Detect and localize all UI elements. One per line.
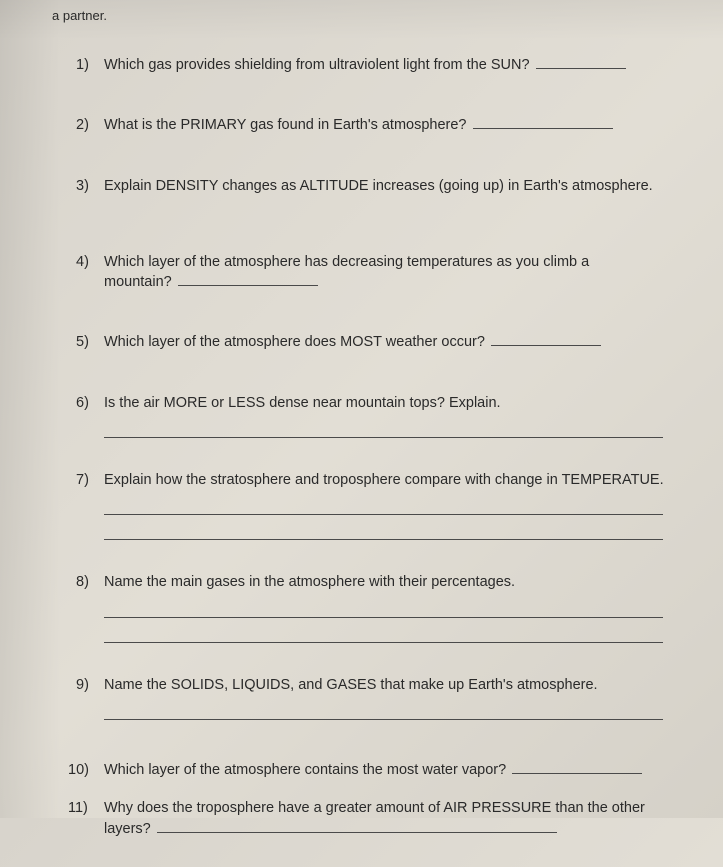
question-text: Which gas provides shielding from ultrav… [104,57,530,73]
question-number: 1) [76,55,89,75]
question-text: Explain how the stratosphere and troposp… [104,472,664,488]
answer-blank-line [104,521,663,540]
question-text: Which layer of the atmosphere has decrea… [104,254,589,290]
answer-blank [178,273,318,286]
question-number: 3) [76,176,89,196]
answer-blank-line [104,496,663,515]
question-3: 3) Explain DENSITY changes as ALTITUDE i… [48,176,683,196]
question-number: 5) [76,332,89,352]
question-text: Which layer of the atmosphere contains t… [104,762,506,778]
question-text: Why does the troposphere have a greater … [104,800,645,836]
question-6: 6) Is the air MORE or LESS dense near mo… [48,393,683,438]
answer-blank-line [104,701,663,720]
question-number: 10) [68,760,89,780]
question-4: 4) Which layer of the atmosphere has dec… [48,252,683,293]
question-5: 5) Which layer of the atmosphere does MO… [48,332,683,352]
question-8: 8) Name the main gases in the atmosphere… [48,572,683,642]
question-11: 11) Why does the troposphere have a grea… [48,798,683,839]
worksheet-page: a partner. 1) Which gas provides shieldi… [0,0,723,867]
question-number: 6) [76,393,89,413]
question-9: 9) Name the SOLIDS, LIQUIDS, and GASES t… [48,675,683,720]
answer-blank [491,333,601,346]
question-10: 10) Which layer of the atmosphere contai… [48,760,683,780]
question-text: Name the main gases in the atmosphere wi… [104,574,515,590]
question-number: 9) [76,675,89,695]
answer-blank [157,820,557,833]
question-number: 8) [76,572,89,592]
header-fragment: a partner. [52,8,683,23]
answer-blank [512,761,642,774]
question-number: 4) [76,252,89,272]
question-number: 2) [76,115,89,135]
question-text: Is the air MORE or LESS dense near mount… [104,395,501,411]
answer-blank-line [104,624,663,643]
answer-blank-line [104,599,663,618]
answer-blank-line [104,419,663,438]
answer-blank [536,56,626,69]
question-text: Name the SOLIDS, LIQUIDS, and GASES that… [104,677,598,693]
question-number: 7) [76,470,89,490]
answer-blank [473,116,613,129]
question-1: 1) Which gas provides shielding from ult… [48,55,683,75]
question-text: Explain DENSITY changes as ALTITUDE incr… [104,178,653,194]
question-7: 7) Explain how the stratosphere and trop… [48,470,683,540]
question-2: 2) What is the PRIMARY gas found in Eart… [48,115,683,135]
question-text: Which layer of the atmosphere does MOST … [104,334,485,350]
question-number: 11) [68,798,88,818]
question-text: What is the PRIMARY gas found in Earth's… [104,117,467,133]
